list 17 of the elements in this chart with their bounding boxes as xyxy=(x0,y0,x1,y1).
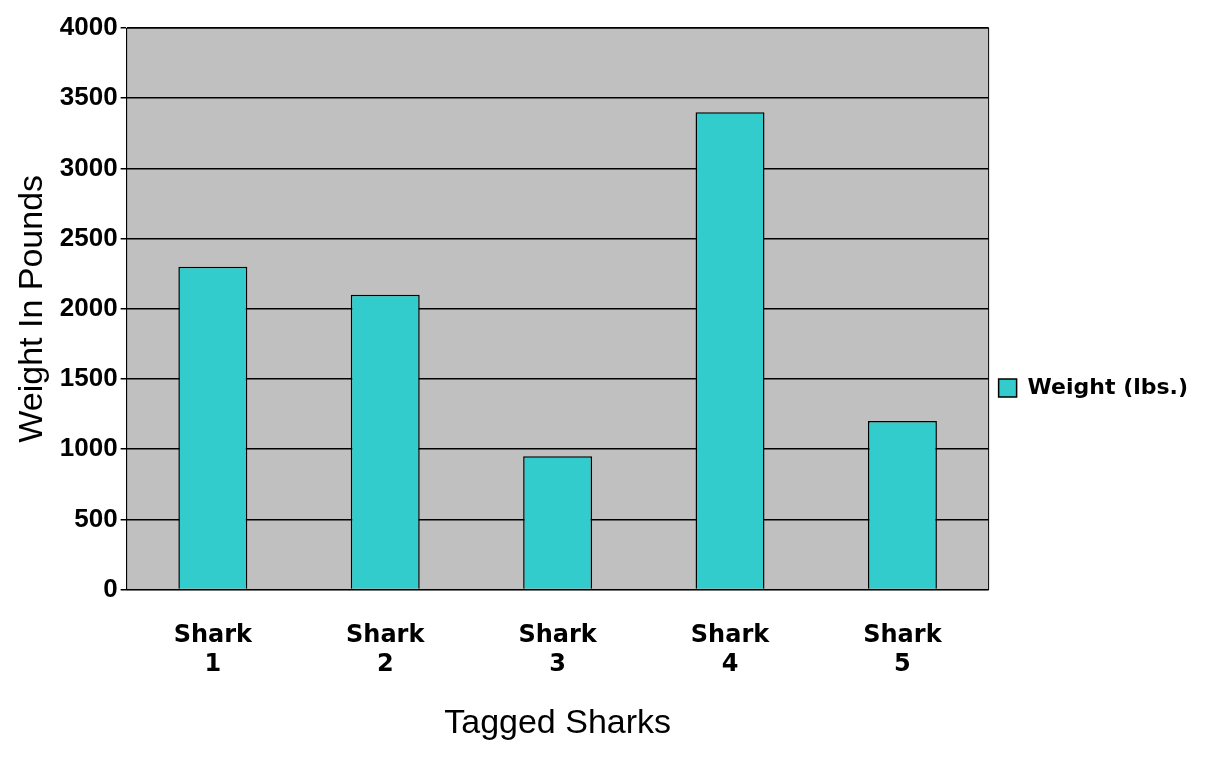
y-axis-title: Weight In Pounds xyxy=(10,174,49,443)
y-tick-label: 2000 xyxy=(59,291,118,322)
y-tick-label: 1000 xyxy=(59,432,118,463)
y-tick-label: 3000 xyxy=(59,151,118,182)
y-tick-label: 0 xyxy=(103,572,118,603)
x-tick-label: Shark 4 xyxy=(690,620,771,678)
y-tick-label: 4000 xyxy=(59,11,118,42)
x-tick-label: Shark 3 xyxy=(518,620,598,678)
x-tick-label: Shark 2 xyxy=(346,620,426,678)
y-tick-label: 3500 xyxy=(59,81,118,112)
x-axis-title: Tagged Sharks xyxy=(444,701,672,740)
legend-label: Weight (lbs.) xyxy=(1027,373,1189,399)
y-tick-label: 1500 xyxy=(59,362,118,393)
x-tick-label: Shark 5 xyxy=(863,620,943,678)
x-tick-label: Shark 1 xyxy=(173,620,254,678)
y-tick-label: 2500 xyxy=(59,221,118,252)
y-tick-label: 500 xyxy=(74,502,118,533)
